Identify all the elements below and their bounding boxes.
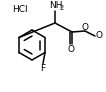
Text: F: F [40, 64, 46, 73]
Text: HCl: HCl [12, 5, 28, 14]
Text: O: O [82, 23, 89, 31]
Text: O: O [67, 45, 74, 54]
Text: 2: 2 [59, 5, 64, 11]
Text: NH: NH [49, 1, 63, 10]
Text: O: O [96, 31, 103, 40]
